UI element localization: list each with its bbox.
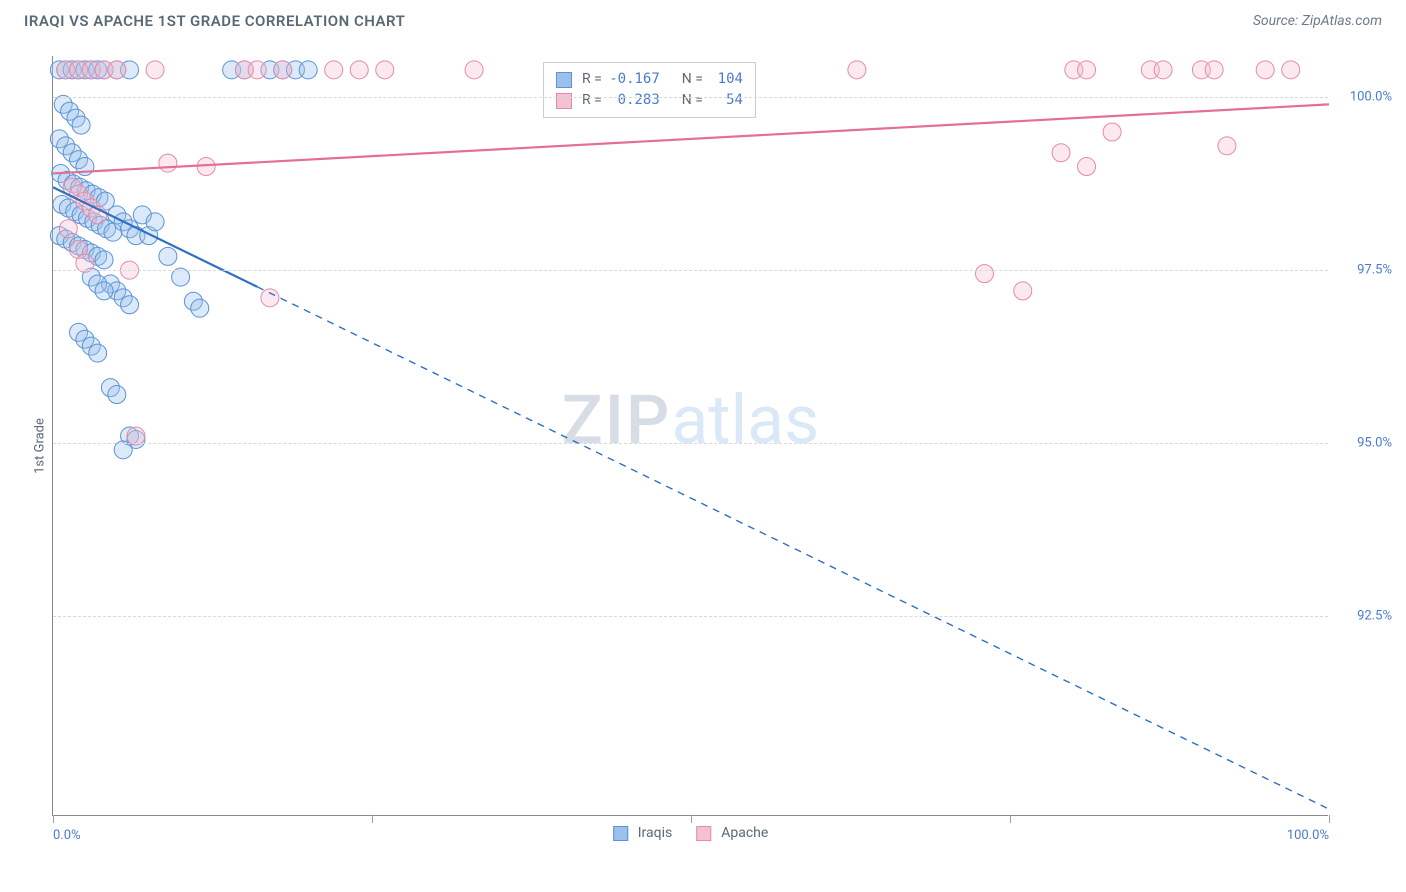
n-label: N = bbox=[682, 69, 703, 90]
data-point bbox=[1014, 282, 1032, 300]
xtick bbox=[691, 815, 692, 823]
ytick-label: 95.0% bbox=[1357, 435, 1392, 450]
data-point bbox=[72, 116, 90, 134]
xtick-label-left: 0.0% bbox=[53, 828, 81, 843]
data-point bbox=[159, 154, 177, 172]
data-point bbox=[146, 61, 164, 79]
data-point bbox=[1218, 137, 1236, 155]
gridline-h bbox=[53, 270, 1328, 271]
data-point bbox=[108, 61, 126, 79]
n-value-apache: 54 bbox=[709, 90, 743, 111]
chart-header: IRAQI VS APACHE 1ST GRADE CORRELATION CH… bbox=[0, 0, 1406, 40]
stats-row-iraqis: R = -0.167 N = 104 bbox=[556, 69, 743, 90]
data-point bbox=[95, 282, 113, 300]
data-point bbox=[465, 61, 483, 79]
data-point bbox=[1078, 61, 1096, 79]
xtick bbox=[372, 815, 373, 823]
gridline-h bbox=[53, 97, 1328, 98]
n-label: N = bbox=[682, 90, 703, 111]
data-point bbox=[108, 386, 126, 404]
xtick bbox=[53, 815, 54, 823]
data-point bbox=[159, 247, 177, 265]
xtick-label-right: 100.0% bbox=[1287, 828, 1329, 843]
xtick bbox=[1010, 815, 1011, 823]
data-point bbox=[59, 220, 77, 238]
legend-label-iraqis: Iraqis bbox=[638, 825, 672, 841]
data-point bbox=[191, 299, 209, 317]
ytick-label: 97.5% bbox=[1357, 263, 1392, 278]
data-point bbox=[1103, 123, 1121, 141]
data-point bbox=[376, 61, 394, 79]
chart-title: IRAQI VS APACHE 1ST GRADE CORRELATION CH… bbox=[24, 12, 405, 30]
xtick bbox=[1329, 815, 1330, 823]
data-point bbox=[299, 61, 317, 79]
swatch-iraqis-icon bbox=[613, 826, 628, 841]
data-point bbox=[1154, 61, 1172, 79]
series-legend: Iraqis Apache bbox=[613, 825, 769, 841]
data-point bbox=[261, 289, 279, 307]
n-value-iraqis: 104 bbox=[709, 69, 743, 90]
r-label: R = bbox=[582, 69, 602, 90]
data-point bbox=[146, 213, 164, 231]
r-label: R = bbox=[582, 90, 602, 111]
trend-line-dashed bbox=[257, 287, 1329, 809]
gridline-h bbox=[53, 443, 1328, 444]
legend-label-apache: Apache bbox=[721, 825, 768, 841]
scatter-svg bbox=[53, 56, 1328, 815]
source-attribution: Source: ZipAtlas.com bbox=[1253, 13, 1382, 29]
data-point bbox=[121, 296, 139, 314]
data-point bbox=[848, 61, 866, 79]
data-point bbox=[1052, 144, 1070, 162]
swatch-iraqis bbox=[556, 72, 572, 88]
data-point bbox=[248, 61, 266, 79]
data-point bbox=[1205, 61, 1223, 79]
r-value-iraqis: -0.167 bbox=[608, 69, 660, 90]
data-point bbox=[350, 61, 368, 79]
legend-item-iraqis: Iraqis bbox=[613, 825, 672, 841]
data-point bbox=[1256, 61, 1274, 79]
data-point bbox=[89, 344, 107, 362]
stats-row-apache: R = 0.283 N = 54 bbox=[556, 90, 743, 111]
swatch-apache-icon bbox=[696, 826, 711, 841]
plot-area: ZIPatlas R = -0.167 N = 104 R = 0.283 N … bbox=[52, 56, 1328, 816]
swatch-apache bbox=[556, 93, 572, 109]
stats-legend: R = -0.167 N = 104 R = 0.283 N = 54 bbox=[543, 62, 756, 118]
data-point bbox=[95, 251, 113, 269]
data-point bbox=[975, 265, 993, 283]
ytick-label: 100.0% bbox=[1350, 90, 1392, 105]
data-point bbox=[274, 61, 292, 79]
legend-item-apache: Apache bbox=[696, 825, 768, 841]
data-point bbox=[1282, 61, 1300, 79]
data-point bbox=[1078, 158, 1096, 176]
y-axis-label: 1st Grade bbox=[32, 418, 47, 474]
r-value-apache: 0.283 bbox=[608, 90, 660, 111]
gridline-h bbox=[53, 616, 1328, 617]
data-point bbox=[325, 61, 343, 79]
ytick-label: 92.5% bbox=[1357, 608, 1392, 623]
